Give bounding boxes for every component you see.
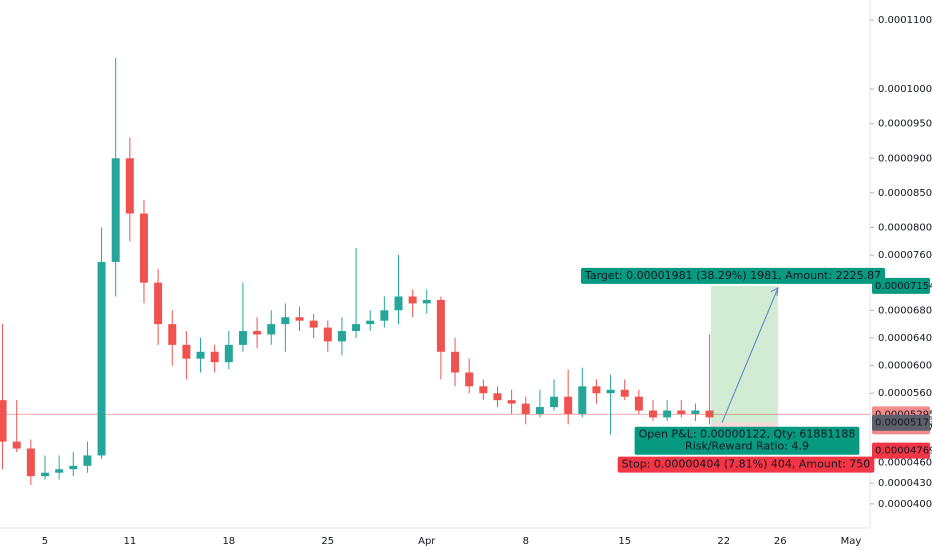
candle-body [436, 299, 445, 352]
pnl-group: Open P&L: 0.00000122, Qty: 61881188Risk/… [634, 426, 860, 455]
target-zone [711, 285, 778, 423]
candle-body [196, 351, 205, 359]
candle-body [182, 344, 191, 359]
trade-arrow [721, 287, 779, 423]
candle-body [69, 465, 78, 470]
stop-badge: 0.00004769 [875, 446, 932, 457]
candle-body [12, 441, 21, 449]
candle-body [677, 410, 686, 414]
pnl-label: Open P&L: 0.00000122, Qty: 61881188 [639, 428, 856, 441]
candle-body [634, 396, 643, 411]
candle-body [224, 344, 233, 363]
x-tick-label: 22 [717, 536, 730, 547]
candle-body [521, 403, 530, 414]
x-tick-label: 5 [42, 536, 48, 547]
candle-body [125, 158, 134, 214]
stop-label: Stop: 0.00000404 (7.81%) 404, Amount: 75… [622, 458, 871, 471]
target-label-group: Target: 0.00001981 (38.29%) 1981, Amount… [580, 267, 886, 284]
candle-body [309, 320, 318, 328]
plot-area [0, 58, 870, 486]
x-tick-label: 11 [123, 536, 136, 547]
x-tick-label: 25 [321, 536, 334, 547]
candle-body [507, 400, 516, 404]
candle-body [691, 410, 700, 414]
candle-body [154, 282, 163, 325]
candle-body [40, 472, 49, 477]
target-badge: 0.00007154 [875, 281, 932, 292]
x-tick-label: May [841, 536, 862, 547]
candle-body [564, 396, 573, 414]
candle-body [352, 324, 361, 332]
candle-body [394, 296, 403, 311]
candle-body [55, 469, 64, 473]
candle-body [323, 327, 332, 342]
candle-body [168, 324, 177, 345]
candle-body [210, 351, 219, 363]
stop-label-bg [617, 456, 875, 473]
candle-body [295, 317, 304, 321]
candle-body [281, 317, 290, 325]
candle-body [111, 158, 120, 262]
candle-body [606, 389, 615, 394]
candle-body [705, 410, 714, 418]
candle-body [253, 331, 262, 335]
candle-body [337, 331, 346, 342]
x-tick-label: 15 [618, 536, 631, 547]
candle-body [366, 320, 375, 325]
candle-body [493, 393, 502, 401]
candle-body [238, 331, 247, 345]
candle-body [465, 372, 474, 387]
candle-body [663, 410, 672, 418]
x-tick-label: 18 [222, 536, 235, 547]
candle-body [267, 324, 276, 335]
candle-body [592, 386, 601, 394]
x-tick-label: 26 [774, 536, 787, 547]
candle-body [0, 400, 7, 442]
candle-body [649, 410, 658, 418]
arrow-head [770, 286, 779, 296]
candle-body [139, 213, 148, 283]
y-tick-label: 0.00004000 [878, 499, 932, 510]
candle-body [83, 455, 92, 466]
candle-body [97, 261, 106, 456]
candle-body [408, 296, 417, 304]
stop-label-group: Stop: 0.00000404 (7.81%) 404, Amount: 75… [617, 456, 875, 473]
target-label: Target: 0.00001981 (38.29%) 1981, Amount… [584, 269, 881, 282]
rr-label: Risk/Reward Ratio: 4.9 [685, 440, 809, 453]
x-tick-label: Apr [418, 536, 436, 547]
target-badge-bg [872, 277, 930, 294]
entry-badge-bg [872, 414, 930, 431]
target-label-bg [580, 267, 886, 284]
candle-body [422, 299, 431, 304]
candle-body [26, 448, 35, 477]
pnl-bg [634, 426, 860, 455]
candle-body [535, 407, 544, 414]
candle-body [550, 396, 559, 408]
stop-badge-bg [872, 442, 930, 459]
x-tick-label: 8 [523, 536, 529, 547]
candle-body [451, 351, 460, 373]
candle-body [620, 389, 629, 397]
candle-body [479, 386, 488, 394]
candle-body [578, 386, 587, 414]
candle-body [380, 310, 389, 321]
entry-badge: 0.00005173 [875, 418, 932, 429]
